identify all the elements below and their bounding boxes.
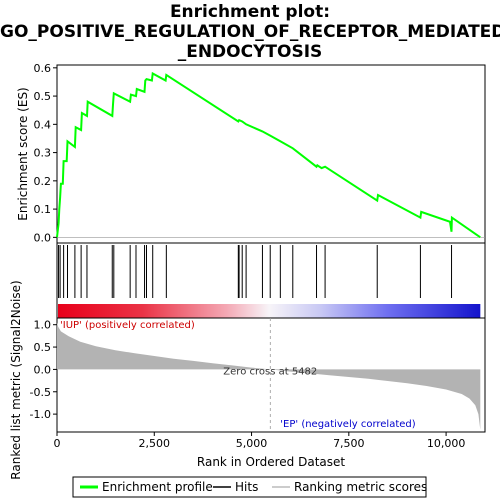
metric-panel: 1.0 0.5 0.0 -0.5 -1.0 Zero cross at 5482 'IUP'… xyxy=(9,280,486,480)
es-y-tick-label: 0.3 xyxy=(34,147,52,160)
es-y-axis-label: Enrichment score (ES) xyxy=(16,87,30,220)
legend: Enrichment profile Hits Ranking metric sco… xyxy=(72,476,427,498)
x-tick-label: 7,500 xyxy=(333,437,365,450)
metric-y-tick-label: 0.5 xyxy=(34,341,52,354)
metric-y-tick-label: -1.0 xyxy=(30,408,51,421)
legend-hits-label: Hits xyxy=(235,480,258,494)
es-y-tick-label: 0.6 xyxy=(34,62,52,75)
legend-enrichment-profile-label: Enrichment profile xyxy=(102,480,213,494)
title-line-3: _ENDOCYTOSIS xyxy=(177,42,323,62)
x-tick-label: 10,000 xyxy=(427,437,466,450)
enrichment-profile-line xyxy=(56,71,481,239)
metric-y-tick-label: -0.5 xyxy=(30,386,51,399)
es-y-tick-label: 0.4 xyxy=(34,118,52,131)
metric-y-tick-label: 0.0 xyxy=(34,363,52,376)
x-axis: 0 2,500 5,000 7,500 10,000 Rank in Ordered Da… xyxy=(54,432,466,469)
legend-ranking-metric-label: Ranking metric scores xyxy=(294,480,427,494)
metric-y-tick-label: 1.0 xyxy=(34,319,52,332)
x-axis-label: Rank in Ordered Dataset xyxy=(197,455,345,469)
es-y-tick-label: 0.0 xyxy=(34,231,52,244)
x-tick-label: 0 xyxy=(54,437,61,450)
metric-y-axis-label: Ranked list metric (Signal2Noise) xyxy=(9,280,23,479)
x-tick-label: 2,500 xyxy=(139,437,171,450)
es-y-tick-label: 0.5 xyxy=(34,90,52,103)
positive-correlation-label: 'IUP' (positively correlated) xyxy=(60,320,195,331)
rank-color-bar xyxy=(58,304,481,318)
legend-box xyxy=(72,476,427,498)
zero-cross-label: Zero cross at 5482 xyxy=(223,366,317,377)
chart-title: Enrichment plot: GO_POSITIVE_REGULATION_… xyxy=(0,2,500,62)
ranking-metric-area xyxy=(57,322,481,430)
negative-correlation-label: 'EP' (negatively correlated) xyxy=(280,419,415,430)
hits-panel xyxy=(56,242,486,319)
title-line-1: Enrichment plot: xyxy=(169,2,331,22)
es-y-tick-label: 0.2 xyxy=(34,175,52,188)
es-panel: 0.0 0.1 0.2 0.3 0.4 0.5 0.6 Enrichment score (E… xyxy=(16,62,486,246)
x-tick-label: 5,000 xyxy=(236,437,268,450)
title-line-2: GO_POSITIVE_REGULATION_OF_RECEPTOR_MEDIA… xyxy=(0,22,500,42)
es-y-tick-label: 0.1 xyxy=(34,203,52,216)
